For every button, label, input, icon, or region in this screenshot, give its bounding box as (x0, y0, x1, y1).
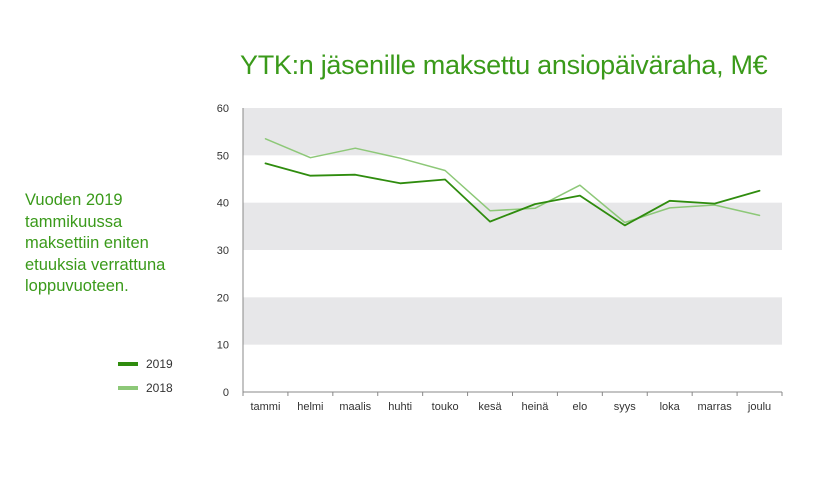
legend-swatch-2019 (118, 362, 138, 366)
y-tick-label-0: 0 (223, 387, 229, 399)
x-tick-label-maalis: maalis (339, 401, 371, 413)
x-tick-label-marras: marras (698, 401, 733, 413)
legend-label-2019: 2019 (146, 357, 173, 371)
legend-item-2018: 2018 (118, 376, 173, 400)
legend-swatch-2018 (118, 386, 138, 390)
y-tick-label-50: 50 (217, 150, 229, 162)
y-tick-label-10: 10 (217, 340, 229, 352)
legend-label-2018: 2018 (146, 381, 173, 395)
y-tick-label-20: 20 (217, 292, 229, 304)
annotation-text: Vuoden 2019 tammikuussa maksettiin enite… (25, 191, 166, 295)
x-tick-label-syys: syys (614, 401, 637, 413)
x-tick-label-tammi: tammi (250, 401, 280, 413)
grid-band-10-20 (243, 297, 782, 345)
grid-band-50-60 (243, 108, 782, 156)
x-tick-label-loka: loka (660, 401, 681, 413)
x-tick-label-heinä: heinä (521, 401, 549, 413)
series-line-2019 (264, 162, 761, 227)
x-tick-label-joulu: joulu (747, 401, 771, 413)
x-tick-label-kesä: kesä (478, 401, 502, 413)
chart-title: YTK:n jäsenille maksettu ansiopäiväraha,… (240, 50, 768, 80)
x-tick-label-helmi: helmi (297, 401, 323, 413)
x-tick-label-touko: touko (432, 401, 459, 413)
x-tick-label-huhti: huhti (388, 401, 412, 413)
grid-band-30-40 (243, 202, 782, 250)
series-line-2018 (264, 138, 761, 224)
y-tick-label-30: 30 (217, 245, 229, 257)
legend-item-2019: 2019 (118, 352, 173, 376)
x-tick-label-elo: elo (573, 401, 588, 413)
y-tick-label-60: 60 (217, 103, 229, 115)
chart-legend: 2019 2018 (118, 352, 173, 400)
y-tick-label-40: 40 (217, 198, 229, 210)
